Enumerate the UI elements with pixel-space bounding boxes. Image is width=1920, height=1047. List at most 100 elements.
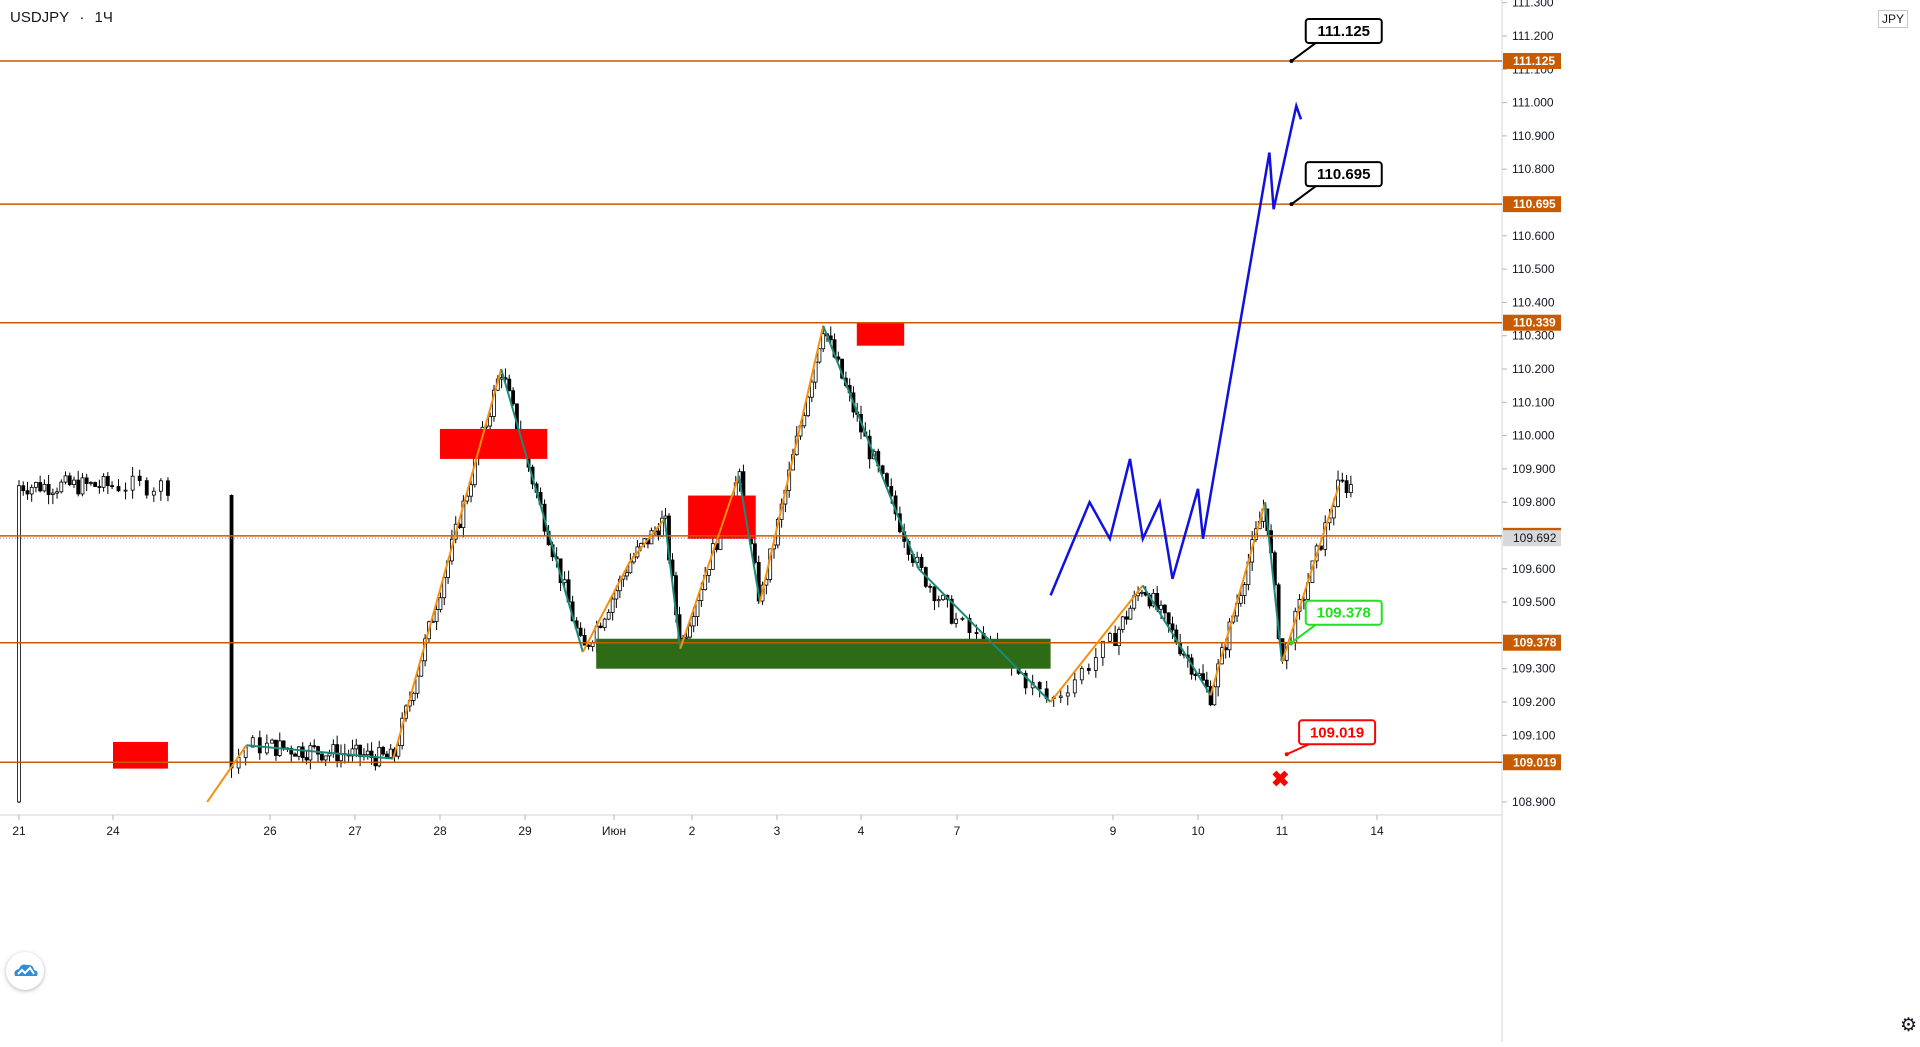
candle-body <box>415 675 420 694</box>
zigzag-segment <box>1141 584 1212 696</box>
candle-body <box>438 597 443 611</box>
candle-body <box>1037 682 1042 690</box>
annotation-anchor <box>1284 752 1289 757</box>
interval-label[interactable]: 1Ч <box>94 9 113 26</box>
candle-body <box>499 377 504 380</box>
candle-body <box>1086 668 1091 671</box>
zigzag-segment <box>759 325 825 603</box>
resistance-zone[interactable] <box>856 322 905 346</box>
price-tick-label: 110.800 <box>1512 162 1555 176</box>
candle-body <box>1124 616 1129 620</box>
annotation-pointer <box>1290 185 1317 205</box>
candle-body <box>821 333 826 350</box>
candle-body <box>396 745 401 757</box>
candle-body <box>59 481 64 493</box>
symbol-name[interactable]: USDJPY <box>10 9 70 26</box>
time-tick-label: 10 <box>1191 824 1205 838</box>
time-tick-label: 21 <box>12 824 26 838</box>
annotation-box[interactable] <box>1304 17 1383 44</box>
candle-body <box>67 475 72 486</box>
candle-body <box>1058 695 1063 698</box>
zigzag-segment <box>1209 501 1267 696</box>
candle-body <box>323 755 328 761</box>
price-tick-label: 110.200 <box>1512 362 1555 376</box>
price-tick-label: 111.000 <box>1512 96 1554 110</box>
candle-body <box>469 484 473 497</box>
candle-body <box>76 479 81 495</box>
candle-body <box>1093 657 1098 671</box>
candle-body <box>806 396 810 417</box>
annotation-box[interactable] <box>1298 719 1377 746</box>
candle-body <box>598 625 603 628</box>
forecast-path <box>1049 101 1303 596</box>
candle-body <box>828 335 833 341</box>
candle-body <box>293 753 297 757</box>
candle-body <box>130 475 135 491</box>
resistance-zone[interactable] <box>688 495 756 539</box>
stop-loss-marker: ✖ <box>1271 767 1289 792</box>
price-level-tag <box>1503 52 1561 69</box>
annotation-anchor <box>1289 640 1294 645</box>
candle-body <box>1238 595 1243 604</box>
time-tick-label: 24 <box>106 824 120 838</box>
price-tick-label: 111.200 <box>1512 29 1554 43</box>
candle-body <box>488 415 493 427</box>
price-tick-label: 110.300 <box>1512 329 1555 343</box>
annotation-pointer <box>1290 42 1317 62</box>
candle-body <box>967 617 972 633</box>
candle-body <box>1120 616 1125 630</box>
price-level-tag <box>1503 754 1561 771</box>
candle-body <box>624 572 629 577</box>
candle-body <box>817 348 822 363</box>
price-tick-label: 109.600 <box>1512 562 1556 576</box>
candle-body <box>1348 484 1353 494</box>
candle-body <box>974 632 979 634</box>
candle-body <box>1113 633 1118 647</box>
support-zone[interactable] <box>596 638 1051 669</box>
gear-icon[interactable]: ⚙ <box>1900 1015 1918 1036</box>
candle-body <box>1344 480 1349 494</box>
price-level-tag <box>1503 314 1561 331</box>
resistance-zone[interactable] <box>113 741 168 769</box>
candle-body <box>960 617 965 620</box>
time-tick-label: 11 <box>1276 824 1289 838</box>
resistance-zone[interactable] <box>440 428 548 459</box>
candle-body <box>880 465 885 475</box>
price-tick-label: 108.900 <box>1512 795 1556 809</box>
candle-body <box>63 475 68 483</box>
candle-body <box>144 480 149 496</box>
candle-body <box>151 490 156 496</box>
candle-body <box>1162 604 1167 614</box>
candle-body <box>1242 584 1247 596</box>
candle-body <box>1201 673 1205 681</box>
annotation-box[interactable] <box>1304 599 1383 626</box>
price-level-tag-label: 111.125 <box>1513 54 1555 68</box>
candle-body <box>296 746 301 757</box>
zigzag-segment <box>1281 485 1340 663</box>
candle-body <box>1166 612 1171 625</box>
candle-body <box>1170 623 1175 631</box>
candle-body <box>1331 506 1336 519</box>
candle-body <box>411 692 416 701</box>
candle-body <box>158 480 163 492</box>
candle-body <box>889 486 894 497</box>
price-level-tag-label: 109.378 <box>1513 636 1557 650</box>
time-tick-label: 29 <box>518 824 532 838</box>
annotation-box[interactable] <box>1304 161 1383 188</box>
candle-body <box>578 627 583 636</box>
annotation-label: 110.695 <box>1317 166 1370 183</box>
candle-body <box>936 599 941 602</box>
candle-body <box>123 489 128 492</box>
price-tick-label: 109.800 <box>1512 495 1556 509</box>
candle-body <box>602 618 607 628</box>
candle-body <box>1340 479 1345 482</box>
candle-body <box>1065 692 1070 697</box>
annotation-label: 109.019 <box>1310 724 1364 741</box>
candle-body <box>38 482 43 492</box>
candle-body <box>1107 633 1112 642</box>
candle-body <box>699 589 704 601</box>
candle-body <box>1208 686 1213 706</box>
price-level-tag-label: 110.695 <box>1513 197 1556 211</box>
